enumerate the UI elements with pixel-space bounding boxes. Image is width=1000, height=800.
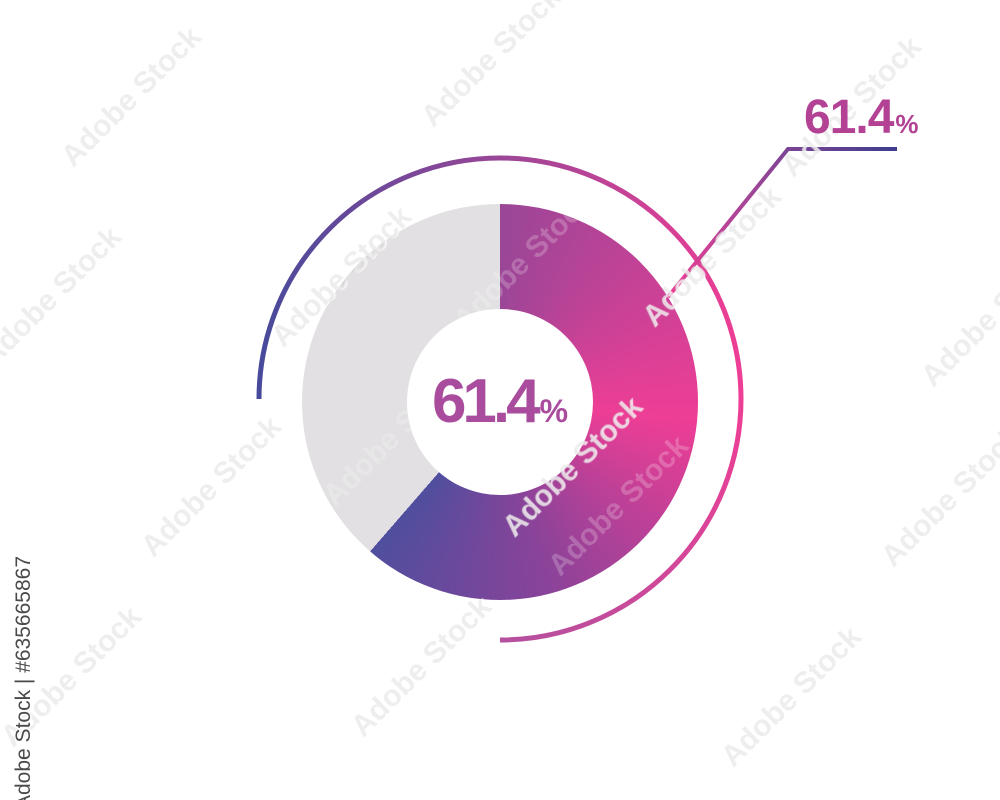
center-percent-sign: % (539, 393, 569, 429)
callout-percent-sign: % (895, 109, 919, 139)
callout-label: 61.4% (804, 94, 919, 142)
center-value: 61.4 (431, 367, 541, 436)
center-value-label: 61.4% (432, 371, 568, 433)
outer-arc-right-segment (499, 398, 744, 643)
donut-center: 61.4% (407, 309, 593, 495)
stock-id-watermark: Adobe Stock | #635665867 (12, 556, 35, 800)
callout-value: 61.4 (804, 91, 894, 144)
callout-line (666, 147, 897, 299)
outer-arc-top-segment (256, 155, 744, 400)
